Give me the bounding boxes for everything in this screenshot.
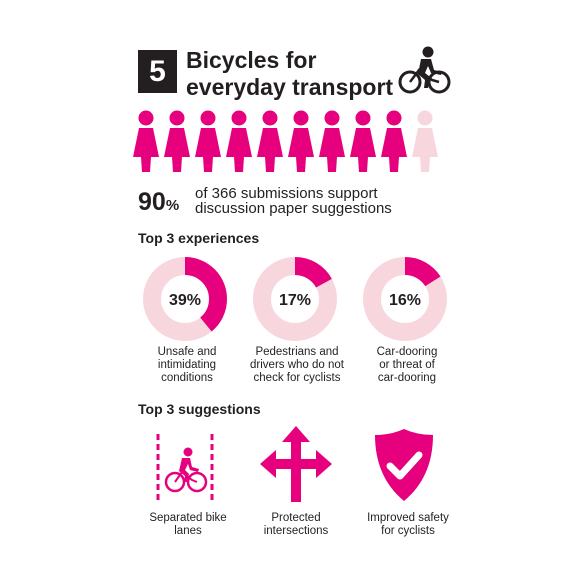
stat-text-1: of 366 submissions support bbox=[195, 185, 378, 202]
title-line-1: Bicycles for bbox=[186, 47, 317, 73]
experience-caption-3-line: car-dooring bbox=[377, 372, 437, 384]
person-icon-filled bbox=[288, 110, 314, 172]
suggestion-caption-3: Improved safety for cyclists bbox=[350, 512, 466, 538]
experience-caption-3: Car-dooring or threat of car-dooring bbox=[352, 346, 462, 385]
stat-text-2: discussion paper suggestions bbox=[195, 200, 392, 217]
experience-caption-3-line: or threat of bbox=[379, 359, 435, 371]
suggestions-heading: Top 3 suggestions bbox=[138, 401, 261, 417]
suggestion-caption-1-line: Separated bike bbox=[149, 512, 227, 524]
person-row bbox=[133, 110, 438, 172]
donut-label: 39% bbox=[169, 292, 201, 309]
person-icon-filled bbox=[164, 110, 190, 172]
bike-lane-icon bbox=[156, 434, 214, 500]
intersection-arrows-icon bbox=[260, 426, 332, 502]
stat-unit: % bbox=[165, 197, 180, 214]
section-number: 5 bbox=[138, 50, 177, 93]
suggestion-caption-2: Protected intersections bbox=[240, 512, 352, 538]
person-icon-filled bbox=[133, 110, 159, 172]
experience-caption-1-line: Unsafe and bbox=[157, 346, 217, 358]
donut-segment bbox=[143, 257, 227, 341]
suggestion-caption-1: Separated bike lanes bbox=[130, 512, 246, 538]
person-icon-filled bbox=[350, 110, 376, 172]
suggestion-caption-2-line: Protected bbox=[271, 512, 321, 524]
experience-caption-1-line: intimidating bbox=[157, 359, 217, 371]
person-icon-empty bbox=[412, 110, 438, 172]
experience-caption-2-line: drivers who do not bbox=[250, 359, 344, 371]
experience-caption-2-line: check for cyclists bbox=[253, 372, 341, 384]
stat-value: 90% bbox=[138, 189, 179, 219]
suggestion-caption-1-line: lanes bbox=[174, 525, 202, 537]
title-line-2: everyday transport bbox=[186, 74, 394, 100]
experience-caption-2-line: Pedestrians and bbox=[255, 346, 339, 358]
donut-label: 16% bbox=[389, 292, 421, 309]
cyclist-icon bbox=[398, 46, 451, 94]
person-icon-filled bbox=[257, 110, 283, 172]
donut-segment bbox=[253, 257, 337, 341]
suggestion-caption-2-line: intersections bbox=[263, 525, 329, 537]
person-icon-filled bbox=[226, 110, 252, 172]
person-icon-filled bbox=[381, 110, 407, 172]
stat-number: 90 bbox=[138, 188, 166, 216]
donut-charts: 39% 17% 16% bbox=[143, 257, 447, 341]
experience-caption-3-line: Car-dooring bbox=[376, 346, 438, 358]
suggestion-caption-3-line: Improved safety bbox=[367, 512, 449, 524]
experience-caption-1-line: conditions bbox=[161, 372, 213, 384]
person-icon-filled bbox=[195, 110, 221, 172]
donut-label: 17% bbox=[279, 292, 311, 309]
experiences-heading: Top 3 experiences bbox=[138, 230, 260, 246]
experience-caption-2: Pedestrians and drivers who do not check… bbox=[237, 346, 357, 385]
experience-caption-1: Unsafe and intimidating conditions bbox=[132, 346, 242, 385]
person-icon-filled bbox=[319, 110, 345, 172]
shield-check-icon bbox=[375, 429, 433, 501]
suggestion-caption-3-line: for cyclists bbox=[381, 525, 435, 537]
donut-segment bbox=[363, 257, 447, 341]
